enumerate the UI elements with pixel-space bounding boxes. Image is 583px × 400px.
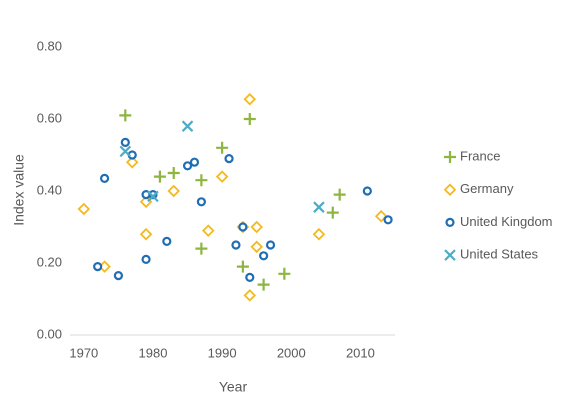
point [257,278,270,291]
point [189,157,200,167]
point [195,242,208,255]
point [125,155,139,169]
x-axis-title: Year [219,379,248,395]
point [167,167,180,179]
point [362,186,372,196]
point [243,113,256,125]
x-tick-label: 2000 [277,345,306,360]
point [313,201,325,213]
y-tick-label: 0.80 [37,38,62,53]
point [231,240,241,250]
point [245,272,255,282]
point [259,251,269,261]
point [120,137,130,147]
point [119,109,132,122]
point [99,173,110,183]
point [215,170,229,183]
legend-label: United States [460,247,539,262]
point [196,197,206,207]
point [243,92,257,106]
point [93,262,103,272]
point [141,254,151,264]
x-tick-label: 2010 [346,345,375,360]
point [162,236,172,246]
point [278,267,291,280]
y-tick-label: 0.40 [37,182,62,197]
point [383,215,393,225]
point [119,145,132,158]
point [236,260,249,273]
point [153,170,166,183]
point [333,188,346,201]
point [265,240,276,250]
point [113,271,124,281]
x-tick-label: 1970 [69,345,98,360]
point [238,222,248,232]
y-tick-label: 0.00 [37,326,62,341]
legend-label: France [460,148,500,163]
x-tick-label: 1990 [208,345,237,360]
y-axis-title: Index value [11,154,27,226]
point [77,202,91,216]
point [243,289,257,302]
point [312,227,326,241]
legend-marker [443,183,457,196]
legend-label: Germany [460,181,514,196]
point [250,220,263,234]
point [181,120,194,132]
legend-marker [444,249,456,261]
legend-marker [444,151,456,163]
point [224,154,234,164]
x-tick-label: 1980 [139,345,168,360]
point [182,161,193,171]
point [167,184,180,198]
point [195,174,208,187]
y-tick-label: 0.60 [37,110,62,125]
y-tick-label: 0.20 [37,254,62,269]
point [148,190,158,200]
point [147,190,159,203]
point [216,141,229,154]
legend-marker [445,217,455,227]
point [250,240,263,254]
point [202,224,215,237]
legend-label: United Kingdom [460,214,553,229]
point [139,227,153,241]
point [326,206,339,219]
